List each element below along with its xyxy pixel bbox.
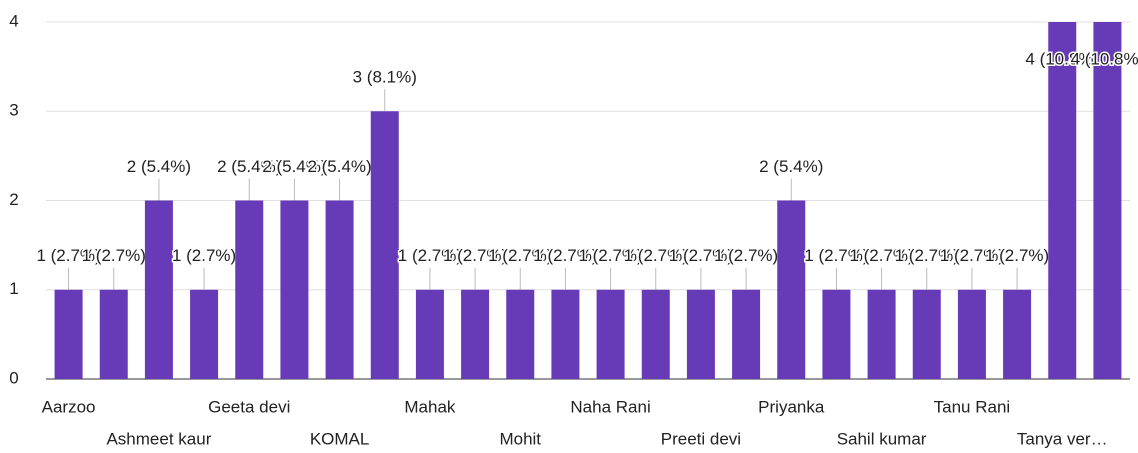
value-label: 1 (2.7%) [895, 246, 959, 265]
bar [912, 289, 941, 379]
bar [686, 289, 715, 379]
value-label: 1 (2.7%) [578, 246, 642, 265]
value-label: 1 (2.7%) [488, 246, 552, 265]
y-tick-label: 3 [9, 101, 18, 120]
value-label: 1 (2.7%) [624, 246, 688, 265]
bar [1093, 22, 1122, 379]
value-label: 3 (8.1%) [353, 68, 417, 87]
bar [235, 200, 264, 379]
bar [370, 111, 399, 379]
value-label: 4 (10.8%) [1071, 49, 1138, 68]
bar [957, 289, 986, 379]
x-tick-label: Geeta devi [208, 397, 290, 416]
bar [280, 200, 309, 379]
bar [1003, 289, 1032, 379]
value-label: 1 (2.7%) [669, 246, 733, 265]
x-tick-label: Mahak [404, 397, 456, 416]
value-label: 2 (5.4%) [217, 157, 281, 176]
value-label: 2 (5.4%) [759, 157, 823, 176]
value-label: 1 (2.7%) [940, 246, 1004, 265]
x-tick-label: Preeti devi [661, 429, 741, 448]
bar [506, 289, 535, 379]
value-label: 2 (5.4%) [262, 157, 326, 176]
value-label: 4 (10.8%) [1025, 49, 1099, 68]
value-label: 1 (2.7%) [443, 246, 507, 265]
x-tick-label: Ashmeet kaur [106, 429, 211, 448]
x-tick-label: Priyanka [758, 397, 825, 416]
bar [325, 200, 354, 379]
bar [54, 289, 83, 379]
bar [777, 200, 806, 379]
x-tick-label: Mohit [499, 429, 541, 448]
y-tick-label: 0 [9, 368, 18, 387]
bar [867, 289, 896, 379]
bar [415, 289, 444, 379]
value-label: 1 (2.7%) [82, 246, 146, 265]
x-tick-label: KOMAL [310, 429, 370, 448]
value-label: 1 (2.7%) [36, 246, 100, 265]
bar [99, 289, 128, 379]
bar [190, 289, 219, 379]
x-tick-label: Tanu Rani [934, 397, 1011, 416]
x-tick-label: Naha Rani [570, 397, 650, 416]
value-label: 1 (2.7%) [849, 246, 913, 265]
y-tick-label: 4 [9, 11, 18, 30]
x-tick-label: Sahil kumar [837, 429, 927, 448]
bar [1048, 22, 1077, 379]
value-label: 1 (2.7%) [398, 246, 462, 265]
value-label: 1 (2.7%) [172, 246, 236, 265]
y-tick-label: 2 [9, 190, 18, 209]
y-tick-label: 1 [9, 279, 18, 298]
value-label: 1 (2.7%) [714, 246, 778, 265]
value-label: 1 (2.7%) [533, 246, 597, 265]
bar [596, 289, 625, 379]
x-tick-label: Tanya ver… [1017, 429, 1108, 448]
value-label: 1 (2.7%) [985, 246, 1049, 265]
bar [461, 289, 490, 379]
value-label: 1 (2.7%) [804, 246, 868, 265]
bar [732, 289, 761, 379]
bar [641, 289, 670, 379]
bar [144, 200, 173, 379]
bar [822, 289, 851, 379]
value-label: 2 (5.4%) [127, 157, 191, 176]
bar [551, 289, 580, 379]
x-tick-label: Aarzoo [42, 397, 96, 416]
value-label: 2 (5.4%) [307, 157, 371, 176]
